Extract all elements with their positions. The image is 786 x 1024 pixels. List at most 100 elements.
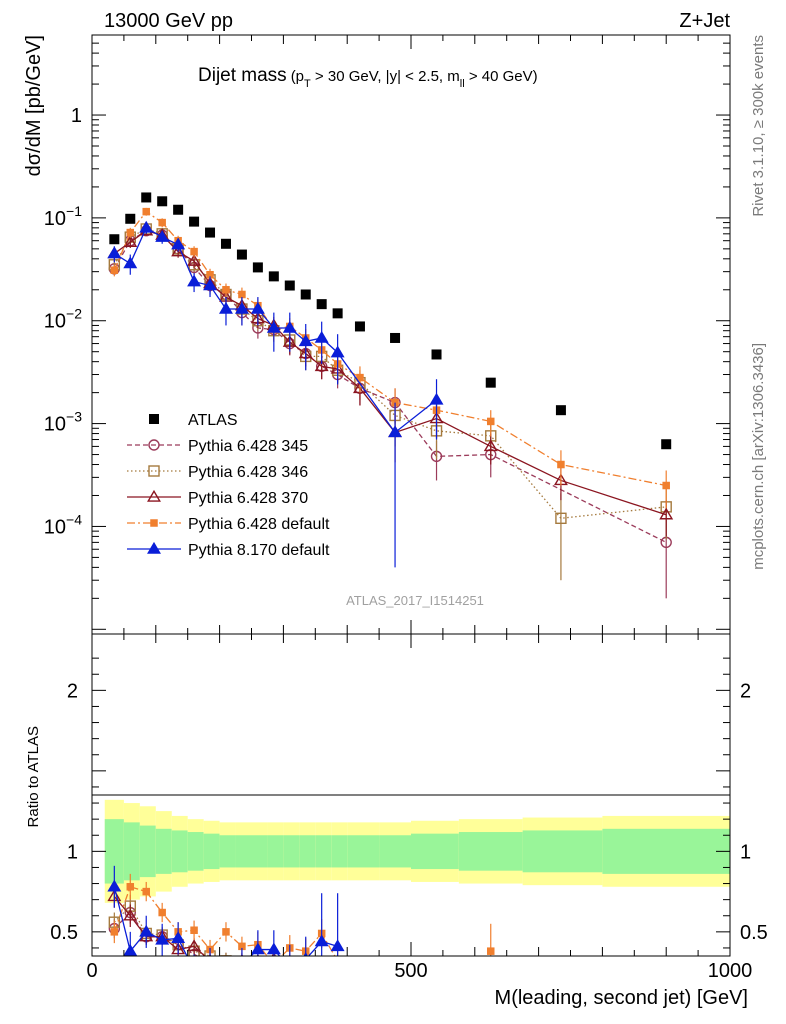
plot-title-sub-b-sub: ll (460, 78, 465, 90)
ratio-point-p8def (171, 931, 186, 944)
ratio-point-p346 (285, 959, 295, 969)
ratio-point-p8def (330, 939, 345, 952)
legend-label-p6def: Pythia 6.428 default (188, 516, 330, 533)
legend-marker-p6def (150, 519, 158, 527)
band-inner-segment (315, 835, 332, 868)
plot-title-sub-c: > 40 GeV) (465, 68, 538, 85)
data-point-p8def (298, 334, 313, 347)
ratio-point-p370 (220, 958, 232, 968)
series-line-p346 (113, 228, 667, 519)
data-point-atlas (109, 234, 120, 245)
ratio-y-tick-label-right: 1 (740, 841, 751, 863)
ratio-point-p6def (142, 887, 150, 896)
y-tick-label-exponent: −3 (66, 409, 82, 425)
x-tick-label: 0 (86, 960, 97, 982)
data-point-atlas (332, 308, 343, 319)
ratio-point-p345 (237, 964, 247, 974)
data-point-atlas (316, 299, 327, 310)
band-inner-segment (251, 835, 268, 868)
legend-marker-p8def (147, 541, 161, 554)
ratio-point-p8def (204, 958, 216, 968)
data-point-p8def (123, 256, 138, 269)
data-point-atlas (661, 439, 672, 450)
data-point-atlas (252, 262, 263, 273)
ratio-line-p345 (113, 911, 199, 956)
data-point-p6def (238, 290, 246, 299)
legend-marker-p346 (148, 465, 160, 477)
ratio-point-p8def (250, 942, 265, 955)
ratio-point-p346 (253, 959, 263, 969)
ratio-point-p370 (256, 953, 260, 956)
band-inner-segment (171, 830, 188, 873)
ratio-point-p8def (314, 934, 329, 947)
ratio-point-p6def (487, 947, 495, 955)
band-inner-segment (379, 835, 411, 868)
data-point-atlas (284, 280, 295, 291)
ratio-point-p6def (270, 960, 278, 968)
y-tick-label-base: 10 (44, 516, 66, 538)
plot-title-main: Dijet mass (198, 65, 287, 86)
data-point-atlas (485, 377, 496, 388)
data-point-p8def (187, 274, 202, 287)
data-point-atlas (157, 196, 168, 207)
data-point-atlas (220, 238, 231, 249)
ratio-point-p6def (222, 928, 230, 936)
mcplots-label: mcplots.cern.ch [arXiv:1306.3436] (750, 343, 767, 570)
ratio-point-p370 (123, 908, 138, 921)
energy-label: 13000 GeV pp (104, 10, 233, 32)
band-inner-segment (411, 833, 459, 870)
ratio-point-p370 (187, 939, 202, 952)
main-y-tick-label: 10−1 (44, 203, 82, 230)
data-point-p8def (314, 330, 329, 343)
ratio-point-p8def (236, 958, 248, 968)
ratio-y-tick-label-right: 2 (740, 680, 751, 702)
data-point-atlas (205, 227, 216, 238)
process-label: Z+Jet (679, 10, 730, 32)
ratio-y-tick-label-left: 0.5 (50, 922, 78, 944)
data-point-p8def (139, 220, 154, 233)
legend: ATLAS Pythia 6.428 345 Pythia 6.428 346 Pyt… (127, 412, 330, 559)
data-point-atlas (173, 204, 184, 215)
ratio-point-p345 (269, 959, 279, 969)
legend-entry-p6def: Pythia 6.428 default (127, 516, 330, 533)
data-point-atlas (189, 216, 200, 227)
ratio-plot-area (107, 865, 495, 980)
legend-marker-atlas (149, 414, 159, 424)
data-point-p370 (314, 359, 329, 372)
ratio-series-p8def (107, 865, 345, 980)
axis-ticks (91, 34, 731, 956)
band-inner-segment (219, 835, 236, 868)
data-point-p8def (219, 301, 233, 314)
ratio-point-p6def (158, 908, 166, 917)
legend-label-atlas: ATLAS (188, 412, 238, 429)
ratio-point-p346 (237, 959, 247, 969)
y-tick-label-base: 10 (44, 311, 66, 333)
data-point-p8def (107, 246, 122, 259)
data-point-p6def (356, 373, 364, 382)
data-point-p8def (203, 278, 218, 291)
plot-title-sub-a-sub: T (304, 78, 311, 90)
plot-title-sub-a: (p (291, 68, 304, 85)
data-point-p6def (110, 266, 119, 274)
band-inner-segment (123, 822, 140, 881)
series-p8def (107, 220, 444, 568)
main-y-tick-label: 10−2 (44, 306, 82, 333)
band-inner-segment (347, 835, 380, 868)
data-point-p8def (234, 301, 249, 314)
data-point-p8def (429, 392, 444, 405)
data-point-atlas (354, 321, 365, 332)
axis-tick-labels: 110−110−210−310−42 21 10.5 0.50 500 1000 (44, 105, 768, 982)
ratio-point-p345 (285, 964, 295, 974)
data-point-atlas (555, 405, 566, 416)
ratio-point-p6def (334, 957, 342, 965)
band-inner-segment (155, 828, 172, 874)
ratio-point-p8def (220, 970, 232, 980)
band-inner-segment (139, 825, 156, 878)
legend-entry-atlas: ATLAS (149, 412, 238, 429)
data-point-p6def (126, 228, 135, 237)
data-point-p6def (222, 286, 230, 294)
ratio-point-p8def (266, 942, 281, 955)
legend-label-p346: Pythia 6.428 346 (188, 464, 308, 481)
y-tick-label-exponent: −2 (66, 306, 82, 322)
band-inner-segment (235, 835, 252, 868)
